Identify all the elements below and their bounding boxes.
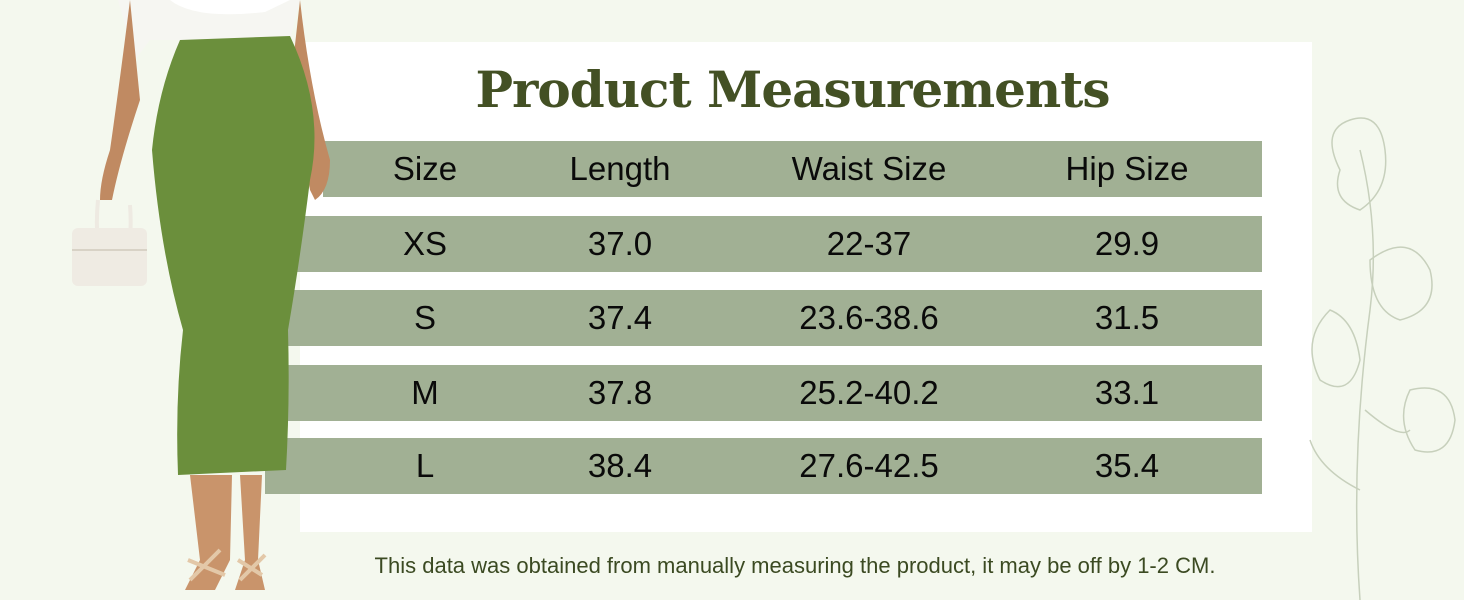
handbag [72,228,147,286]
header-hip: Hip Size [1065,150,1189,187]
cell-size: M [411,374,439,411]
cell-size: L [415,447,435,484]
cell-hip: 35.4 [1094,447,1160,484]
table-row: L 38.4 27.6-42.5 35.4 [265,438,1262,494]
cell-waist: 25.2-40.2 [799,374,939,411]
skirt [152,36,315,475]
cell-waist: 23.6-38.6 [799,299,939,336]
table-row: M 37.8 25.2-40.2 33.1 [265,365,1262,421]
cell-size: XS [402,225,448,262]
footer-note: This data was obtained from manually mea… [374,553,1216,578]
header-waist: Waist Size [791,150,947,187]
table-header: Size Length Waist Size Hip Size [323,141,1262,197]
cell-hip: 33.1 [1094,374,1160,411]
cell-hip: 31.5 [1094,299,1160,336]
cell-size: S [413,299,437,336]
cell-length: 37.0 [587,225,653,262]
model-skirt-image [72,0,330,590]
cell-waist: 27.6-42.5 [799,447,939,484]
page-title: Product Measurements [475,60,1110,119]
header-size: Size [392,150,458,187]
cell-length: 38.4 [587,447,653,484]
arm [100,0,140,200]
cell-waist: 22-37 [826,225,912,262]
table-row: S 37.4 23.6-38.6 31.5 [265,290,1262,346]
table-row: XS 37.0 22-37 29.9 [265,216,1262,272]
cell-hip: 29.9 [1094,225,1160,262]
cell-length: 37.8 [587,374,653,411]
floral-decoration [1309,117,1456,600]
cell-length: 37.4 [587,299,653,336]
header-length: Length [569,150,671,187]
